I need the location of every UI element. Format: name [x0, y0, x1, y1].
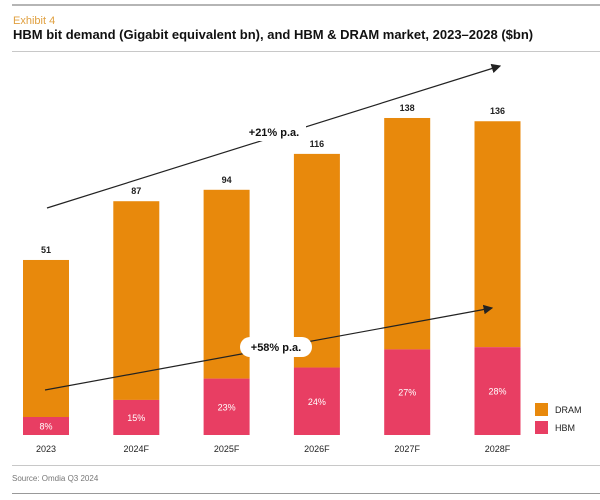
- legend-label-dram: DRAM: [555, 405, 582, 415]
- total-label: 136: [490, 106, 505, 116]
- x-tick-label: 2027F: [394, 444, 420, 454]
- bar-hbm-2026F: [293, 367, 340, 435]
- x-tick-label: 2024F: [124, 444, 150, 454]
- exhibit-label: Exhibit 4: [13, 15, 56, 27]
- annotation-bg: [242, 123, 306, 141]
- hbm-share-label: 23%: [218, 402, 236, 412]
- bar-dram-2026F: [293, 153, 340, 368]
- bar-dram-2027F: [384, 117, 431, 350]
- legend-label-hbm: HBM: [555, 423, 575, 433]
- x-tick-label: 2025F: [214, 444, 240, 454]
- bar-hbm-2024F: [113, 399, 160, 435]
- total-label: 87: [131, 186, 141, 196]
- source-note: Source: Omdia Q3 2024: [12, 474, 99, 483]
- top-rule: [12, 4, 600, 6]
- source-rule: [12, 465, 600, 466]
- hbm-share-label: 28%: [488, 387, 506, 397]
- annotation-total-growth: +21% p.a.: [249, 127, 299, 139]
- bar-dram-2023: [23, 259, 69, 417]
- total-label: 51: [41, 245, 51, 255]
- bar-hbm-2025F: [203, 378, 250, 435]
- total-label: 94: [222, 175, 232, 185]
- bar-hbm-2023: [23, 417, 69, 435]
- legend-swatch-dram: [535, 403, 548, 416]
- annotation-bubble: [240, 337, 312, 357]
- bar-hbm-2028F: [474, 347, 521, 435]
- bar-hbm-2027F: [384, 349, 431, 435]
- hbm-share-label: 24%: [308, 397, 326, 407]
- hbm-share-label: 8%: [39, 422, 52, 432]
- bottom-rule: [12, 493, 600, 494]
- x-tick-label: 2028F: [485, 444, 511, 454]
- title-rule: [12, 51, 600, 52]
- total-label: 138: [400, 103, 415, 113]
- total-label: 116: [310, 139, 325, 149]
- hbm-share-label: 15%: [127, 413, 145, 423]
- annotation-hbm-growth: +58% p.a.: [251, 342, 301, 354]
- legend-swatch-hbm: [535, 421, 548, 434]
- legend: DRAM HBM: [535, 403, 582, 434]
- x-tick-label: 2026F: [304, 444, 330, 454]
- chart-title: HBM bit demand (Gigabit equivalent bn), …: [13, 27, 534, 42]
- bar-dram-2024F: [113, 201, 160, 400]
- bar-dram-2028F: [474, 121, 521, 348]
- x-tick-label: 2023: [36, 444, 56, 454]
- hbm-share-label: 27%: [398, 388, 416, 398]
